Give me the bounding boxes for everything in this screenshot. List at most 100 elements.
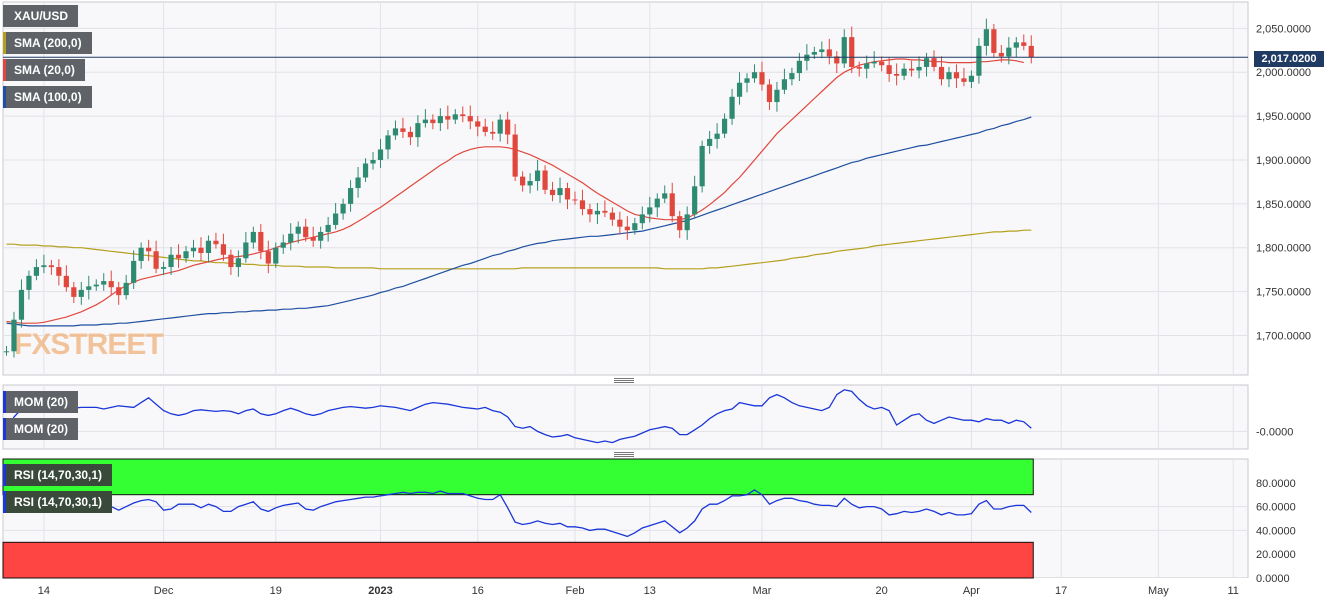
- x-tick-label: 2023: [368, 585, 392, 597]
- legend-item[interactable]: SMA (20,0): [3, 59, 85, 81]
- legend-item[interactable]: RSI (14,70,30,1): [3, 464, 113, 486]
- legend-swatch: [3, 491, 6, 513]
- candle-body: [819, 49, 825, 53]
- y-tick-label-rsi: 80.0000: [1256, 478, 1296, 490]
- legend-item[interactable]: MOM (20): [3, 391, 78, 413]
- candle-body: [318, 231, 324, 241]
- candle-body: [190, 247, 197, 252]
- candle-body: [781, 79, 788, 90]
- y-tick-label-rsi: 20.0000: [1256, 549, 1296, 561]
- candle-body: [362, 163, 369, 178]
- y-tick-label-rsi: 40.0000: [1256, 525, 1296, 537]
- x-tick-label: 16: [472, 585, 484, 597]
- legend-swatch: [3, 464, 6, 486]
- candles: [3, 18, 1034, 358]
- candle-body: [564, 188, 571, 200]
- candle-body: [662, 193, 668, 199]
- candle-body: [886, 65, 892, 74]
- x-tick-label: Mar: [753, 585, 772, 597]
- candle-body: [228, 254, 234, 268]
- candle-body: [751, 72, 758, 79]
- legend-item[interactable]: SMA (100,0): [3, 86, 92, 108]
- candle-body: [11, 319, 17, 352]
- x-tick-label: Apr: [963, 585, 980, 597]
- candle-body: [325, 224, 331, 232]
- legend-item[interactable]: RSI (14,70,30,1): [3, 491, 113, 513]
- rsi-oversold-zone: [2, 541, 1034, 579]
- x-tick-label: May: [1148, 585, 1169, 597]
- pane-background-1: [2, 1, 1249, 376]
- candle-body: [991, 29, 997, 53]
- legend-label: SMA (200,0): [14, 36, 82, 50]
- candle-body: [41, 265, 47, 268]
- y-tick-label-main: 1,900.0000: [1256, 155, 1311, 167]
- candle-body: [692, 186, 698, 215]
- candle-body: [976, 45, 982, 76]
- legend-item[interactable]: MOM (20): [3, 418, 78, 440]
- mom-line: [5, 389, 1032, 444]
- candle-body: [594, 210, 601, 215]
- candle-body: [826, 49, 832, 57]
- candle-body: [647, 207, 653, 215]
- candle-body: [587, 209, 593, 215]
- candle-body: [205, 240, 212, 254]
- candle-body: [377, 149, 384, 160]
- candle-body: [714, 133, 720, 139]
- sma200-line: [6, 229, 1032, 270]
- legend-item[interactable]: SMA (200,0): [3, 32, 92, 54]
- candle-body: [549, 189, 556, 196]
- candle-body: [983, 29, 989, 46]
- candle-body: [505, 119, 511, 135]
- candle-body: [617, 219, 623, 227]
- legend-swatch: [3, 418, 6, 440]
- candle-body: [138, 247, 144, 261]
- candle-body: [18, 289, 25, 320]
- y-tick-label-rsi: 0.0000: [1256, 573, 1290, 585]
- legend-swatch: [3, 5, 6, 27]
- candle-body: [460, 114, 466, 117]
- pane-resize-handle-mom[interactable]: [614, 378, 634, 383]
- candle-body: [160, 267, 167, 269]
- candle-body: [639, 214, 645, 224]
- candle-body: [961, 78, 967, 82]
- candle-body: [101, 281, 107, 285]
- rsi-line: [6, 489, 1032, 538]
- pane-resize-handle-rsi[interactable]: [614, 452, 634, 457]
- candle-body: [534, 170, 541, 182]
- y-tick-label-main: 1,950.0000: [1256, 111, 1311, 123]
- candle-body: [901, 68, 907, 76]
- y-tick-label-main: 1,850.0000: [1256, 199, 1311, 211]
- candle-body: [684, 214, 690, 231]
- legend-item[interactable]: XAU/USD: [3, 5, 79, 27]
- candle-body: [946, 72, 952, 80]
- sma100-line: [6, 116, 1032, 327]
- candle-body: [355, 177, 361, 189]
- candle-body: [385, 135, 391, 150]
- candle-body: [33, 267, 40, 276]
- candle-body: [340, 203, 346, 214]
- candle-body: [721, 118, 728, 134]
- candle-body: [527, 181, 533, 186]
- candle-body: [175, 254, 182, 259]
- x-tick-label: 20: [876, 585, 888, 597]
- candle-body: [213, 240, 219, 245]
- legend-label: XAU/USD: [14, 9, 69, 23]
- candle-body: [71, 287, 77, 297]
- candle-body: [669, 193, 675, 217]
- x-tick-label: 13: [644, 585, 656, 597]
- candle-body: [56, 267, 62, 276]
- candle-body: [871, 61, 877, 64]
- candle-body: [415, 123, 421, 138]
- candle-body: [894, 73, 900, 76]
- candle-body: [796, 60, 802, 74]
- candle-body: [849, 37, 855, 67]
- candle-body: [258, 231, 264, 252]
- y-tick-label-main: 1,750.0000: [1256, 287, 1311, 299]
- candle-body: [347, 188, 354, 204]
- candle-body: [864, 63, 870, 69]
- candle-body: [3, 351, 10, 353]
- candle-body: [916, 66, 922, 71]
- candle-body: [400, 128, 406, 132]
- y-tick-label-rsi: 60.0000: [1256, 502, 1296, 514]
